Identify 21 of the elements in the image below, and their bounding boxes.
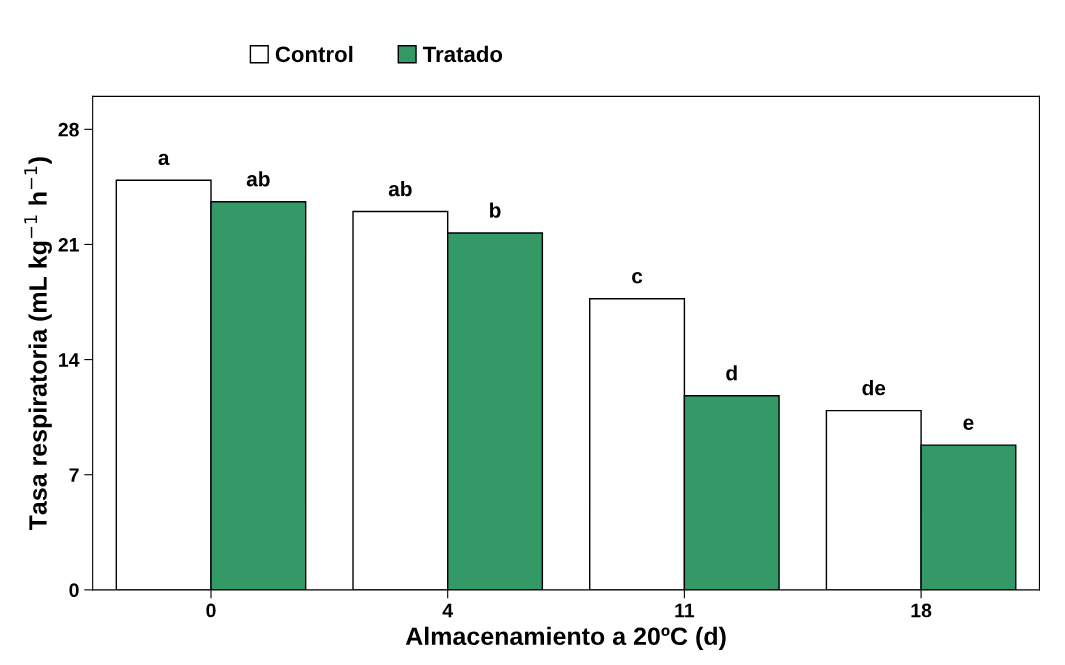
legend-label: Control [275, 45, 353, 63]
y-tick-label: 14 [59, 353, 80, 367]
y-tick-label: 21 [58, 237, 79, 252]
data-label: a [158, 153, 170, 166]
x-tick-label: 0 [206, 603, 216, 618]
x-tick-label: 4 [442, 603, 453, 618]
data-label: c [632, 272, 643, 284]
x-axis-title: Almacenamiento a 20ºC (d) [405, 626, 726, 651]
y-tick-label: 7 [69, 468, 79, 482]
x-tick-label: 11 [675, 603, 695, 618]
data-label: d [726, 365, 737, 381]
data-label: de [862, 380, 886, 396]
legend-label: Tratado [422, 45, 503, 63]
y-tick-label: 28 [58, 122, 79, 137]
data-label: ab [388, 181, 412, 197]
data-label: ab [246, 171, 270, 187]
x-tick-label: 18 [911, 603, 932, 618]
y-tick-label: 0 [69, 583, 79, 598]
data-label: b [490, 202, 501, 218]
data-label: e [963, 418, 974, 430]
y-axis-title: Tasa respiratoria (mL kg$^{−1}$ h$^{−1}$) [24, 157, 52, 531]
